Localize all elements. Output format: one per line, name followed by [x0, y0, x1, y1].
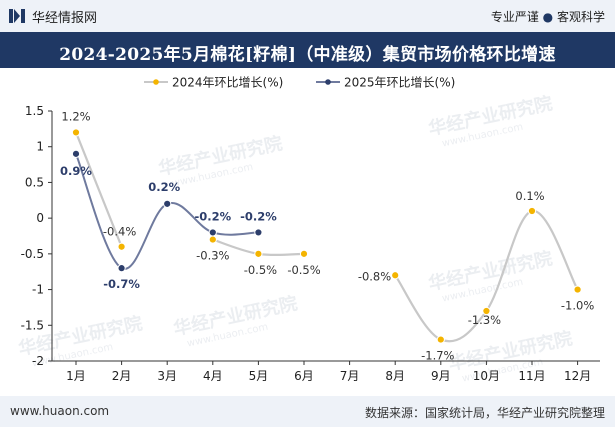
series-2024-data-label: -1.0%: [561, 299, 594, 313]
series-2024-data-label: 1.2%: [61, 109, 90, 123]
chart-points: [71, 128, 582, 344]
series-2024-point: [254, 249, 263, 258]
tagline-left: 专业严谨: [490, 10, 539, 24]
y-tick-label: -1.5: [21, 318, 44, 332]
x-tick-label: 7月: [340, 369, 360, 383]
x-tick-label: 3月: [157, 369, 177, 383]
series-2025-line: [75, 153, 259, 270]
series-2024-point: [299, 249, 309, 258]
chart-axes: 1.5 1 0.5 0 -0.5 -1 -1.5 -2 1月 2月 3月 4月 5月 6月 7月 8月 9月 10…: [21, 104, 600, 383]
y-tick-label: 0: [36, 211, 44, 225]
series-2025-data-label: -0.2%: [194, 209, 231, 223]
x-tick-label: 4月: [203, 369, 223, 383]
series-2024-point: [391, 271, 400, 280]
series-2024-data-label: -1.7%: [421, 349, 454, 363]
x-tick-label: 10月: [473, 369, 500, 383]
series-2025-point: [163, 199, 172, 208]
x-tick-label: 8月: [385, 369, 405, 383]
series-2025-data-label: -0.2%: [240, 209, 277, 223]
chart-title: 2024-2025年5月棉花[籽棉]（中准级）集贸市场价格环比增速: [59, 45, 556, 65]
tagline-separator: ●: [542, 10, 554, 24]
x-tick-label: 11月: [518, 369, 545, 383]
series-2024-point: [527, 206, 537, 216]
series-2024-data-label: -0.8%: [358, 269, 391, 283]
series-2024-point: [482, 306, 491, 316]
tagline: 专业严谨 ● 客观科学: [491, 8, 605, 25]
footer-data-source: 数据来源：国家统计局，华经产业研究院整理: [364, 406, 605, 420]
brand-name: 华经情报网: [32, 11, 98, 26]
x-tick-label: 1月: [66, 369, 86, 383]
series-2024-point: [573, 285, 582, 294]
watermark-layer: 华经产业研究院www.huaon.com华经产业研究院www.huaon.com…: [16, 92, 574, 384]
y-tick-label: 1: [36, 140, 44, 154]
series-2025-point: [71, 149, 81, 158]
footer-website: www.huaon.com: [10, 404, 110, 418]
x-tick-label: 6月: [294, 369, 314, 383]
chart-data-labels: 1.2% -0.4% -0.3% -0.5% -0.5% -0.8% -1.7% -1.3% 0…: [60, 109, 594, 362]
series-2025-data-label: -0.7%: [103, 277, 140, 291]
title-bar: 2024-2025年5月棉花[籽棉]（中准级）集贸市场价格环比增速: [0, 32, 615, 68]
line-chart: 华经产业研究院www.huaon.com华经产业研究院www.huaon.com…: [16, 76, 600, 385]
x-tick-label: 12月: [564, 369, 591, 383]
series-2024-data-label: 0.1%: [515, 189, 544, 203]
y-tick-label: -0.5: [21, 247, 44, 261]
tagline-right: 客观科学: [556, 10, 605, 24]
series-2024-data-label: -0.5%: [244, 263, 277, 277]
huajing-logo-icon: [9, 9, 25, 23]
y-tick-label: 1.5: [25, 104, 44, 118]
x-tick-label: 5月: [249, 369, 269, 383]
legend-label: 2025年环比增长(%): [344, 76, 455, 90]
legend-label: 2024年环比增长(%): [172, 76, 283, 90]
series-2024-data-label: -0.4%: [103, 225, 136, 239]
series-2025-data-label: 0.9%: [60, 164, 92, 178]
series-2024-data-label: -1.3%: [468, 313, 501, 327]
series-2024-line: [394, 209, 579, 343]
chart-legend: 2024年环比增长(%) 2025年环比增长(%): [144, 76, 455, 90]
chart-lines: [74, 132, 579, 343]
y-tick-label: -1: [32, 283, 44, 297]
series-2024-line: [74, 132, 123, 248]
x-tick-label: 2月: [112, 369, 132, 383]
series-2024-point: [71, 128, 81, 137]
series-2024-data-label: -0.3%: [196, 249, 229, 263]
series-2025-data-label: 0.2%: [148, 180, 180, 194]
y-tick-label: -2: [32, 354, 44, 368]
footer-bar: www.huaon.com 数据来源：国家统计局，华经产业研究院整理: [0, 396, 615, 427]
legend-marker: [153, 79, 159, 85]
series-2025-point: [254, 228, 263, 237]
series-2025-point: [117, 264, 126, 273]
series-2024-point: [208, 235, 217, 244]
y-tick-label: 0.5: [25, 175, 44, 189]
x-tick-label: 9月: [431, 369, 451, 383]
series-2024-point: [436, 335, 445, 344]
top-bar: 华经情报网 专业严谨 ● 客观科学: [0, 0, 615, 32]
series-2025-point: [208, 228, 217, 237]
series-2024-point: [117, 242, 126, 251]
series-2024-data-label: -0.5%: [287, 263, 320, 277]
legend-marker: [325, 79, 331, 85]
